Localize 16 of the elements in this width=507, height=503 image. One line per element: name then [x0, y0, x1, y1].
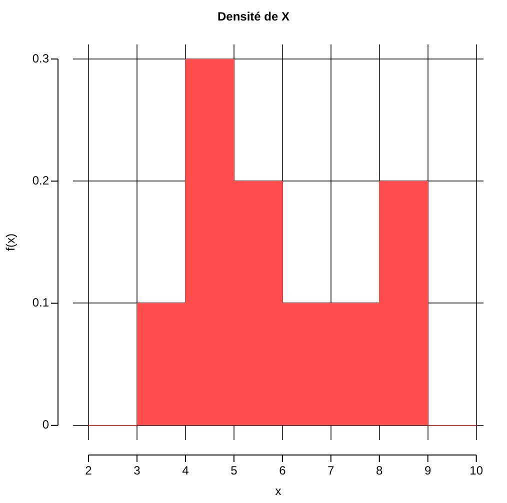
y-tick-label: 0.3 [32, 51, 50, 66]
x-tick-label: 4 [182, 464, 190, 478]
x-axis-title: x [275, 484, 282, 498]
x-tick-label: 6 [279, 464, 286, 478]
x-tick-label: 8 [376, 464, 384, 478]
y-tick-label: 0.1 [32, 296, 50, 310]
y-tick-label: 0.2 [32, 173, 50, 188]
y-axis-title: f(x) [4, 234, 18, 251]
x-tick-label: 7 [328, 464, 335, 478]
x-tick-label: 9 [424, 464, 432, 478]
x-tick-label: 3 [134, 464, 141, 478]
x-tick-label: 10 [470, 464, 484, 478]
chart-title: Densité de X [217, 10, 290, 24]
x-tick-label: 5 [230, 464, 238, 478]
y-tick-label: 0 [42, 418, 50, 432]
x-tick-label: 2 [85, 464, 92, 478]
